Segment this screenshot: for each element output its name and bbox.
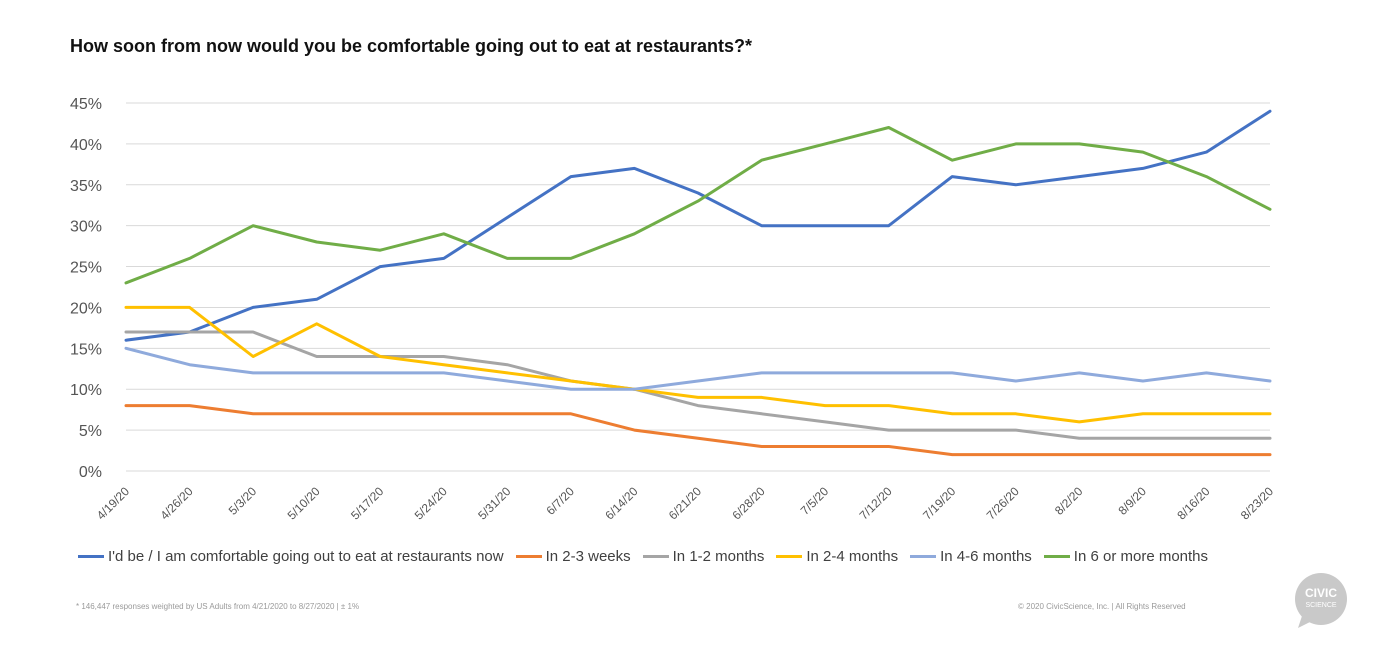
legend-swatch: [642, 555, 669, 558]
x-tick-label: 5/24/20: [412, 484, 450, 522]
series-line-3: [124, 330, 1272, 440]
gridlines: [126, 102, 1270, 472]
x-axis-ticks: 4/19/20 4/26/20 5/3/20 5/10/20 5/17/20 5/24/2…: [94, 484, 1276, 522]
x-tick-label: 4/26/20: [157, 484, 195, 522]
x-tick-label: 5/10/20: [285, 484, 323, 522]
series-line-5: [124, 346, 1272, 391]
logo-line1: CIVIC: [1305, 586, 1337, 600]
series-line-6: [124, 126, 1272, 285]
x-tick-label: 7/12/20: [857, 484, 895, 522]
x-tick-label: 5/31/20: [475, 484, 513, 522]
legend-item: In 4-6 months: [910, 548, 1032, 565]
series-line-1: [124, 109, 1272, 342]
series-lines: [124, 109, 1272, 457]
x-tick-label: 7/19/20: [920, 484, 958, 522]
x-tick-label: 8/23/20: [1238, 484, 1276, 522]
y-tick-label: 10%: [70, 382, 102, 399]
y-tick-label: 40%: [70, 137, 102, 154]
legend-label: I'd be / I am comfortable going out to e…: [108, 548, 504, 565]
x-tick-label: 5/3/20: [226, 484, 260, 518]
y-tick-label: 25%: [70, 260, 102, 277]
legend-item: In 6 or more months: [1043, 548, 1209, 565]
x-tick-label: 8/2/20: [1052, 484, 1086, 518]
legend-swatch: [1043, 555, 1070, 558]
legend-item: In 2-3 weeks: [515, 548, 631, 565]
logo-line2: SCIENCE: [1305, 602, 1336, 609]
x-tick-label: 6/7/20: [544, 484, 578, 518]
copyright: © 2020 CivicScience, Inc. | All Rights R…: [1018, 602, 1186, 611]
legend-item: In 2-4 months: [776, 548, 898, 565]
legend-item: I'd be / I am comfortable going out to e…: [78, 548, 504, 565]
x-tick-label: 8/9/20: [1116, 484, 1150, 518]
y-tick-label: 20%: [70, 300, 102, 317]
x-tick-label: 6/28/20: [729, 484, 767, 522]
series-line-2: [124, 404, 1272, 457]
series-line-4: [124, 305, 1272, 424]
y-tick-label: 30%: [70, 219, 102, 236]
x-tick-label: 7/5/20: [798, 484, 832, 518]
chart-title: How soon from now would you be comfortab…: [70, 36, 753, 56]
legend-label: In 2-3 weeks: [545, 548, 631, 565]
x-tick-label: 6/21/20: [666, 484, 704, 522]
y-tick-label: 35%: [70, 178, 102, 195]
legend-swatch: [78, 555, 104, 558]
legend-label: In 1-2 months: [672, 548, 765, 565]
y-tick-label: 45%: [70, 96, 102, 113]
legend-item: In 1-2 months: [642, 548, 765, 565]
x-tick-label: 8/16/20: [1174, 484, 1212, 522]
x-tick-label: 5/17/20: [348, 484, 386, 522]
footnote: * 146,447 responses weighted by US Adult…: [76, 602, 360, 611]
legend-swatch: [776, 555, 803, 558]
x-tick-label: 4/19/20: [94, 484, 132, 522]
x-tick-label: 6/14/20: [602, 484, 640, 522]
y-tick-label: 0%: [79, 464, 102, 481]
civicscience-logo: CIVIC SCIENCE: [1295, 573, 1347, 628]
y-tick-label: 15%: [70, 341, 102, 358]
legend-label: In 6 or more months: [1073, 548, 1209, 565]
y-axis-ticks: 0% 5% 10% 15% 20% 25% 30% 35% 40% 45%: [70, 96, 102, 481]
legend: I'd be / I am comfortable going out to e…: [78, 548, 1208, 565]
legend-label: In 4-6 months: [940, 548, 1032, 565]
y-tick-label: 5%: [79, 423, 102, 440]
legend-label: In 2-4 months: [806, 548, 899, 565]
legend-swatch: [515, 555, 542, 558]
legend-swatch: [910, 555, 937, 558]
x-tick-label: 7/26/20: [984, 484, 1022, 522]
